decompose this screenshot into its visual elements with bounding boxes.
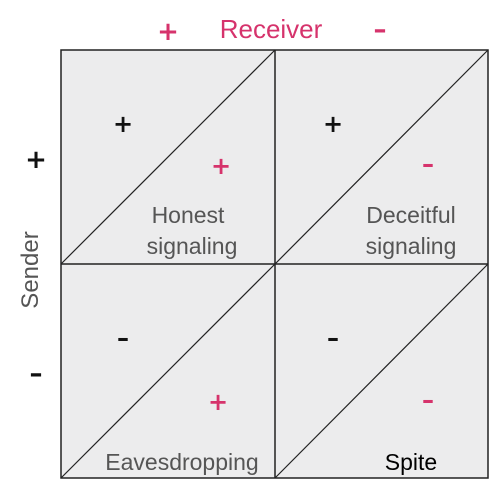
sender-minus-sign: –	[30, 359, 43, 389]
sender-plus-sign: +	[25, 145, 47, 175]
cell-deceitful-label-line2: signaling	[366, 233, 457, 259]
cell-deceitful-sender-sign: +	[323, 110, 343, 138]
cell-honest-label-line1: Honest	[152, 202, 225, 228]
sender-axis-label: Sender	[17, 231, 44, 308]
diagonal-honest	[60, 49, 276, 265]
cell-eavesdropping-sender-sign: –	[117, 324, 129, 352]
cell-honest-label-line2: signaling	[147, 233, 238, 259]
cell-deceitful-receiver-sign: –	[422, 150, 434, 178]
cell-eavesdropping-label: Eavesdropping	[105, 449, 258, 475]
diagonal-eavesdropping	[60, 263, 276, 479]
cell-eavesdropping-receiver-sign: +	[208, 388, 228, 416]
receiver-plus-sign: +	[157, 17, 179, 47]
diagonal-deceitful	[274, 49, 489, 265]
diagonal-spite	[274, 263, 489, 479]
cell-deceitful-label-line1: Deceitful	[366, 202, 455, 228]
cell-honest-receiver-sign: +	[211, 152, 231, 180]
cell-spite-receiver-sign: –	[422, 386, 434, 414]
cell-spite-label: Spite	[385, 449, 437, 475]
cell-spite-sender-sign: –	[327, 324, 339, 352]
cell-honest-sender-sign: +	[113, 110, 133, 138]
receiver-axis-label: Receiver	[220, 14, 323, 44]
receiver-minus-sign: –	[374, 15, 387, 45]
